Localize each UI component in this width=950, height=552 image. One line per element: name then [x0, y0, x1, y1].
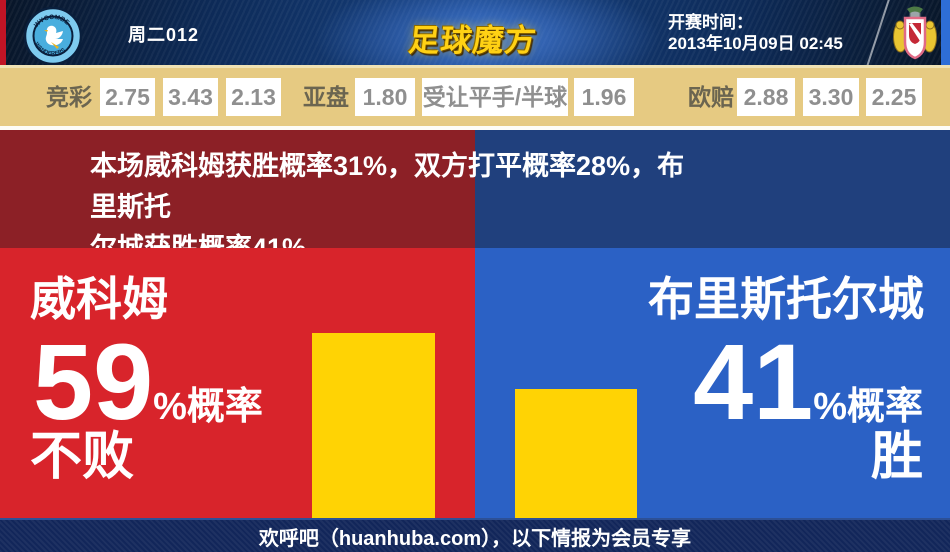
right-edge-strip: [941, 0, 950, 65]
bristol-city-crest-icon: [893, 6, 937, 60]
headline-band-red-half: [0, 130, 475, 248]
yapan-label: 亚盘: [303, 84, 349, 110]
jingcai-odds-away: 2.13: [226, 78, 281, 116]
away-percent-number: 41: [693, 321, 814, 442]
oupei-odds-away: 2.25: [866, 78, 922, 116]
headline-line-1: 本场威科姆获胜概率31%，双方打平概率28%，布里斯托: [90, 151, 685, 222]
home-probability-value: 59%概率: [33, 328, 263, 436]
away-probability-bar: [515, 389, 637, 518]
jingcai-odds-draw: 3.43: [163, 78, 218, 116]
kickoff-label: 开赛时间：: [668, 13, 753, 32]
away-outcome-label: 胜: [870, 428, 923, 486]
footer-bar: 欢呼吧（huanhuba.com），以下情报为会员专享: [0, 518, 950, 552]
away-probability-value: 41%概率: [693, 328, 923, 436]
odds-separator: [0, 126, 950, 130]
home-probability-bar: [312, 333, 435, 518]
yapan-handicap: 受让平手/半球: [422, 78, 568, 116]
home-outcome-label: 不败: [30, 428, 135, 486]
match-code: 周二012: [128, 25, 200, 45]
away-percent-suffix: %概率: [813, 386, 923, 428]
match-header: WYCOMBE WANDERERS 周二012 足球魔方 开赛时间： 2013年…: [0, 0, 950, 73]
jingcai-odds-home: 2.75: [100, 78, 155, 116]
away-team-name: 布里斯托尔城: [648, 273, 924, 325]
jingcai-label: 竞彩: [46, 84, 92, 110]
left-edge-strip: [0, 0, 6, 65]
footer-promo-text: 欢呼吧（huanhuba.com），以下情报为会员专享: [258, 527, 692, 550]
oupei-label: 欧赔: [688, 84, 734, 110]
odds-bar: 竞彩 2.75 3.43 2.13 亚盘 1.80 受让平手/半球 1.96 欧…: [0, 68, 950, 126]
kickoff-datetime: 2013年10月09日 02:45: [668, 34, 843, 53]
oupei-odds-draw: 3.30: [803, 78, 859, 116]
yapan-odds-away: 1.96: [574, 78, 634, 116]
home-percent-suffix: %概率: [153, 386, 263, 428]
headline-band: 本场威科姆获胜概率31%，双方打平概率28%，布里斯托 尔城获胜概率41%。: [0, 130, 950, 263]
probability-comparison: 威科姆 59%概率 不败 布里斯托尔城 41%概率 胜: [0, 248, 950, 518]
home-percent-number: 59: [33, 321, 154, 442]
home-team-name: 威科姆: [30, 273, 168, 325]
header-diagonal-highlight: [864, 0, 892, 73]
site-logo: 足球魔方: [406, 23, 539, 58]
kickoff-time-block: 开赛时间： 2013年10月09日 02:45: [668, 12, 843, 54]
yapan-odds-home: 1.80: [355, 78, 415, 116]
oupei-odds-home: 2.88: [737, 78, 795, 116]
header-separator: [0, 65, 950, 68]
headline-band-blue-half: [475, 130, 950, 248]
wycombe-wanderers-crest-icon: WYCOMBE WANDERERS: [24, 7, 82, 65]
